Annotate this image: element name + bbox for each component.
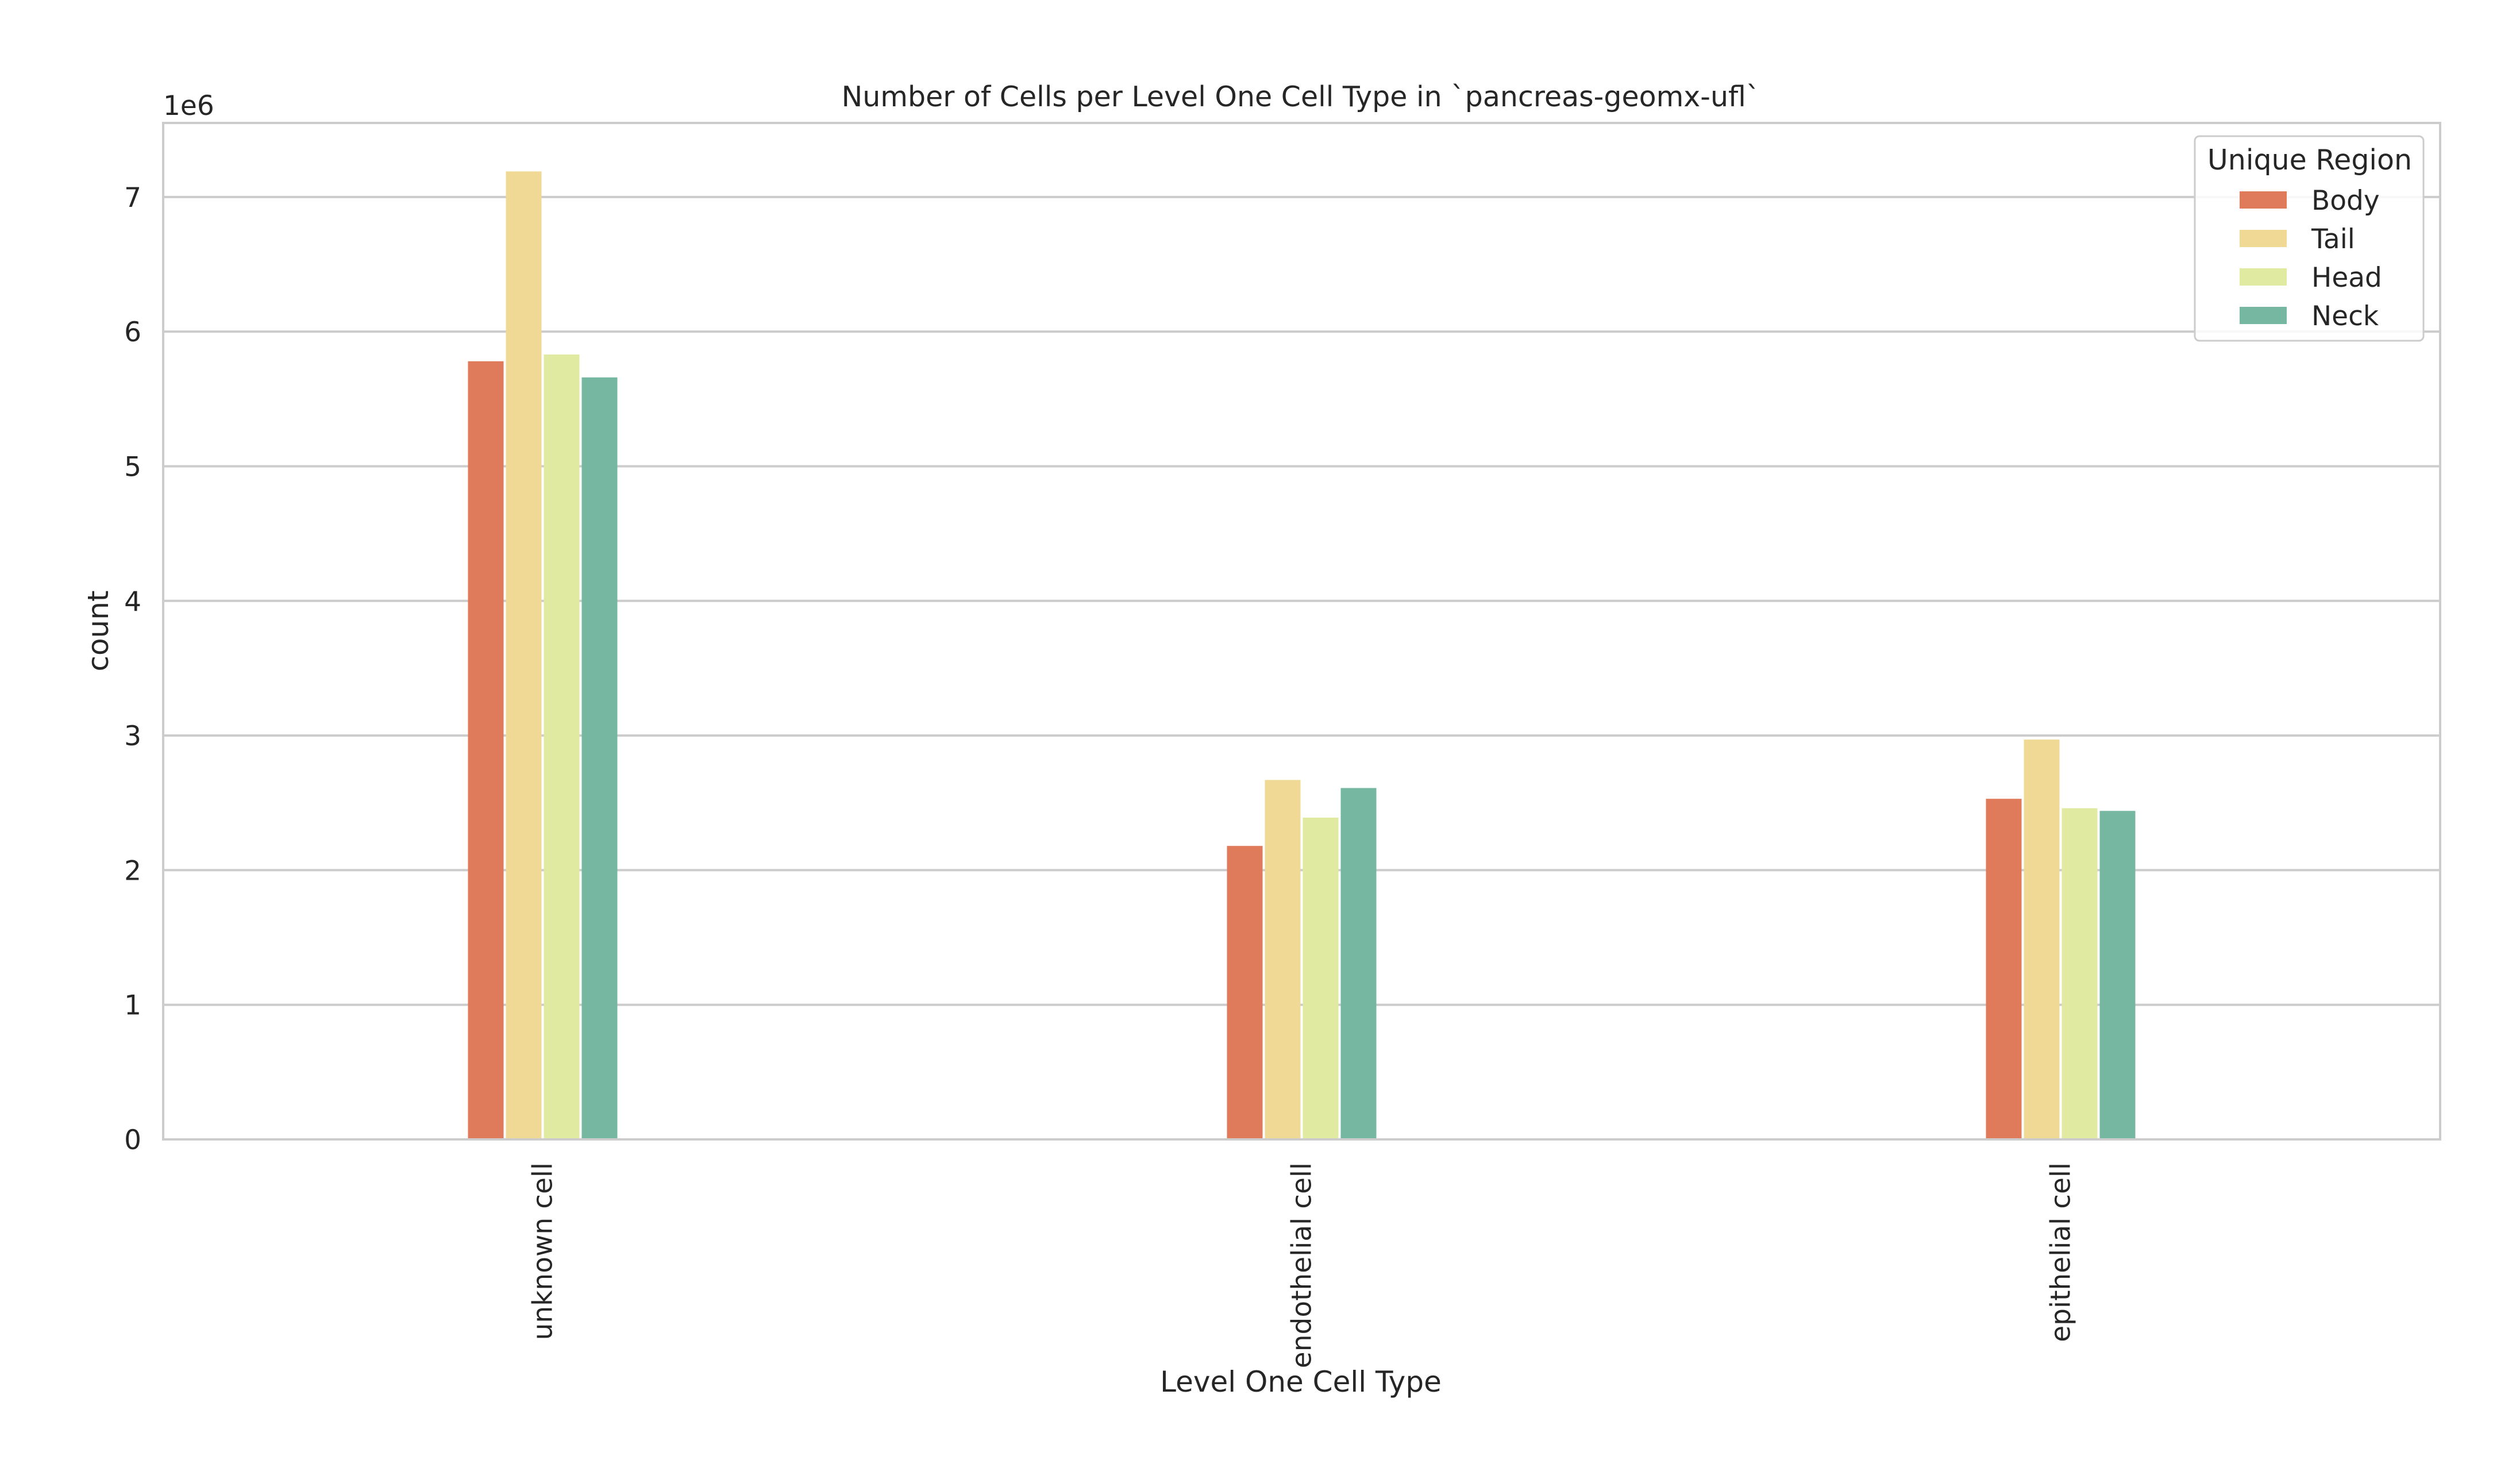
legend-swatch-head: [2240, 268, 2287, 286]
bar-tail: [2024, 739, 2060, 1139]
x-axis-label: Level One Cell Type: [1160, 1365, 1442, 1399]
bar-tail: [506, 171, 542, 1140]
y-tick-label: 1: [124, 990, 141, 1022]
bar-body: [1227, 846, 1263, 1139]
bars: [468, 171, 2136, 1140]
y-gridlines: [163, 195, 2440, 1141]
legend-swatch-tail: [2240, 230, 2287, 247]
legend-swatch-body: [2240, 191, 2287, 209]
bar-body: [1986, 799, 2022, 1139]
bar-neck: [581, 377, 618, 1140]
x-tick-label: endothelial cell: [1286, 1162, 1318, 1368]
y-tick-label: 3: [124, 721, 141, 752]
bar-head: [1303, 818, 1339, 1139]
bar-neck: [1340, 788, 1377, 1139]
legend: Unique Region Body Tail Head Neck: [2194, 135, 2425, 342]
y-axis-label: count: [82, 590, 115, 671]
plot-frame: [162, 122, 2441, 1141]
y-tick-label: 5: [124, 451, 141, 483]
y-tick-label: 6: [124, 317, 141, 348]
x-tick-label: epithelial cell: [2045, 1162, 2077, 1342]
legend-label-neck: Neck: [2311, 301, 2379, 332]
bar-tail: [1265, 780, 1301, 1139]
y-axis-offset-label: 1e6: [163, 90, 214, 122]
x-tick-label: unknown cell: [527, 1162, 559, 1340]
legend-title: Unique Region: [2207, 144, 2412, 176]
bar-neck: [2099, 811, 2136, 1139]
bar-head: [544, 355, 580, 1140]
y-tick-label: 0: [124, 1124, 141, 1156]
legend-label-body: Body: [2311, 185, 2380, 217]
legend-swatch-neck: [2240, 307, 2287, 324]
y-tick-label: 4: [124, 586, 141, 618]
legend-label-head: Head: [2311, 262, 2382, 294]
legend-label-tail: Tail: [2311, 224, 2355, 255]
chart-title: Number of Cells per Level One Cell Type …: [842, 80, 1760, 113]
bar-body: [468, 361, 504, 1139]
y-tick-label: 2: [124, 855, 141, 887]
y-tick-label: 7: [124, 182, 141, 214]
bar-head: [2062, 808, 2098, 1139]
y-tick-labels: 0 1 2 3 4 5 6 7: [124, 182, 141, 1156]
legend-box: [2194, 135, 2425, 342]
x-tick-labels: unknown cell endothelial cell epithelial c…: [527, 1162, 2077, 1368]
